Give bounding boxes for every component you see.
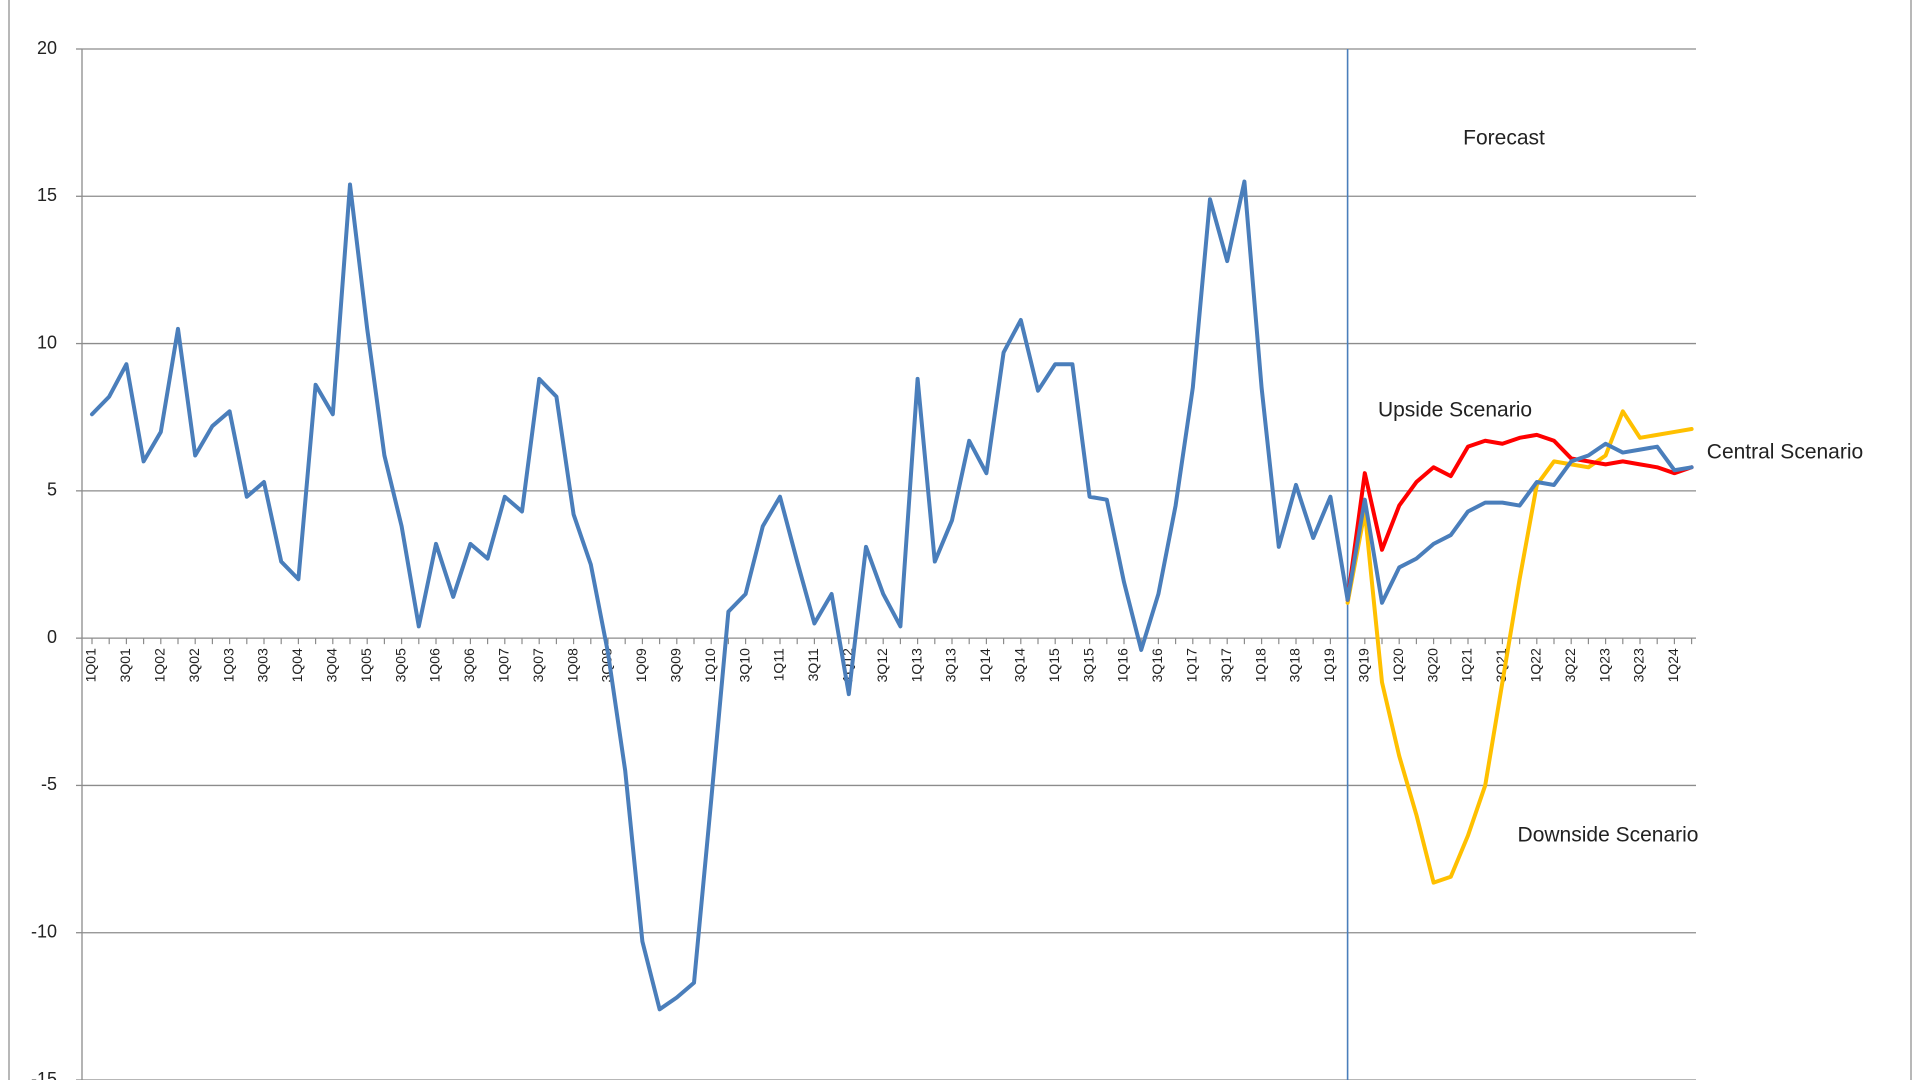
y-tick-label: -15 xyxy=(31,1069,57,1080)
x-tick-label: 1Q05 xyxy=(358,648,374,682)
x-tick-label: 1Q20 xyxy=(1390,648,1406,682)
x-tick-label: 1Q21 xyxy=(1459,648,1475,682)
x-tick-label: 1Q11 xyxy=(771,648,787,681)
forecast-label: Forecast xyxy=(1463,127,1545,150)
x-tick-label: 3Q02 xyxy=(186,648,202,682)
x-tick-label: 3Q23 xyxy=(1631,648,1647,682)
x-tick-label: 3Q05 xyxy=(392,648,408,682)
x-tick-label: 3Q12 xyxy=(874,648,890,682)
series-label: Upside Scenario xyxy=(1378,399,1532,422)
series-line xyxy=(1345,432,1694,602)
y-tick-label: -5 xyxy=(41,774,57,794)
x-tick-label: 3Q07 xyxy=(530,648,546,682)
x-tick-label: 1Q15 xyxy=(1046,648,1062,682)
x-tick-label: 3Q03 xyxy=(255,648,271,682)
y-tick-label: 5 xyxy=(47,480,57,500)
x-tick-label: 1Q18 xyxy=(1252,648,1268,682)
x-tick-label: 1Q03 xyxy=(220,648,236,682)
x-tick-label: 1Q04 xyxy=(289,648,305,682)
x-tick-label: 3Q10 xyxy=(736,648,752,682)
x-tick-label: 1Q17 xyxy=(1184,648,1200,682)
x-tick-label: 3Q15 xyxy=(1080,648,1096,682)
x-tick-label: 3Q13 xyxy=(943,648,959,682)
x-tick-label: 1Q22 xyxy=(1528,648,1544,682)
x-tick-label: 3Q04 xyxy=(324,648,340,682)
x-tick-label: 1Q10 xyxy=(702,648,718,682)
series-label: Downside Scenario xyxy=(1518,824,1699,847)
x-tick-label: 1Q07 xyxy=(496,648,512,682)
x-tick-label: 1Q06 xyxy=(427,648,443,682)
series-label: Central Scenario xyxy=(1707,441,1863,464)
x-tick-label: 3Q19 xyxy=(1356,648,1372,682)
x-tick-label: 1Q08 xyxy=(564,648,580,682)
x-tick-label: 3Q20 xyxy=(1424,648,1440,682)
y-tick-label: -10 xyxy=(31,921,57,941)
x-tick-label: 3Q16 xyxy=(1149,648,1165,682)
x-tick-label: 1Q13 xyxy=(908,648,924,682)
x-tick-label: 3Q18 xyxy=(1287,648,1303,682)
x-tick-label: 3Q09 xyxy=(668,648,684,682)
x-tick-label: 1Q23 xyxy=(1596,648,1612,682)
x-tick-label: 3Q14 xyxy=(1012,648,1028,682)
x-tick-label: 3Q22 xyxy=(1562,648,1578,682)
x-tick-label: 3Q06 xyxy=(461,648,477,682)
x-tick-label: 1Q16 xyxy=(1115,648,1131,682)
series-line xyxy=(1345,409,1694,885)
y-tick-label: 15 xyxy=(37,185,57,205)
x-tick-label: 1Q02 xyxy=(152,648,168,682)
x-tick-label: 1Q19 xyxy=(1321,648,1337,682)
series-line xyxy=(90,179,1694,1012)
x-tick-label: 1Q24 xyxy=(1665,648,1681,682)
y-tick-label: 10 xyxy=(37,332,57,352)
x-tick-label: 3Q11 xyxy=(805,648,821,681)
y-tick-label: 20 xyxy=(37,38,57,58)
x-tick-label: 3Q01 xyxy=(117,648,133,682)
y-tick-label: 0 xyxy=(47,627,57,647)
x-tick-label: 1Q01 xyxy=(83,648,99,682)
x-tick-label: 3Q17 xyxy=(1218,648,1234,682)
x-tick-label: 1Q14 xyxy=(977,648,993,682)
x-tick-label: 1Q09 xyxy=(633,648,649,682)
